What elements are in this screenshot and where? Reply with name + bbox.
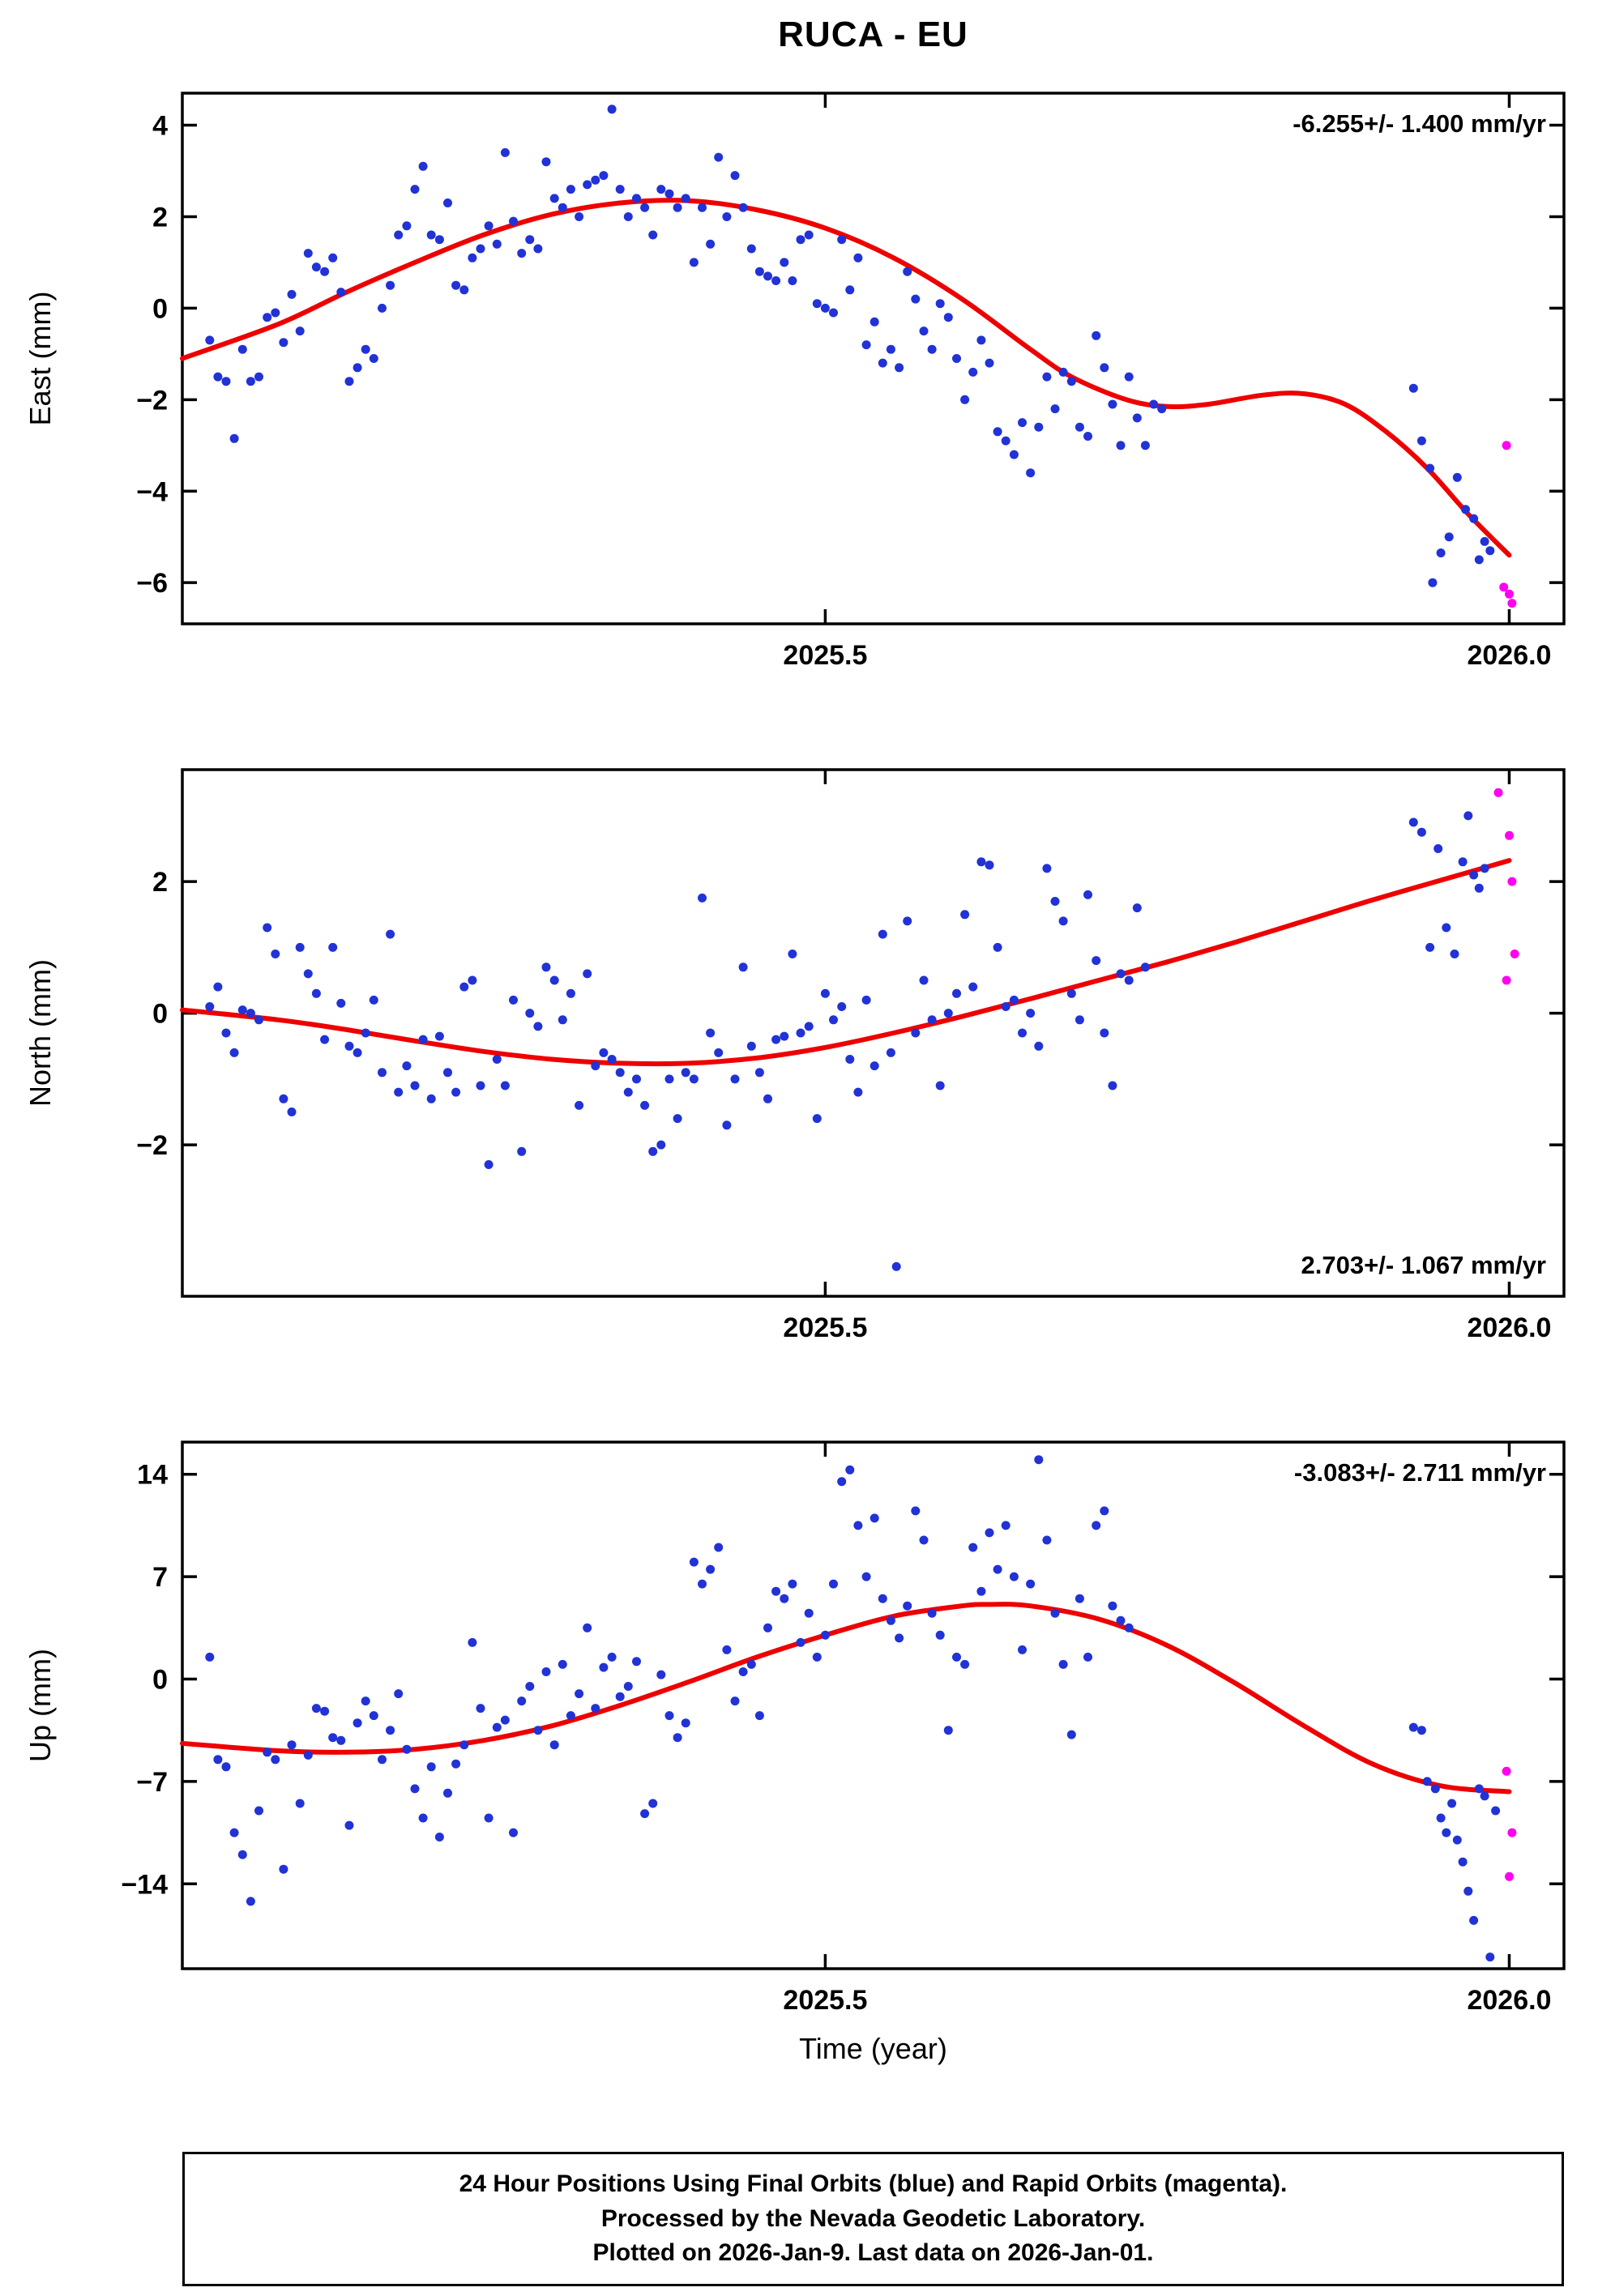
chart-title: RUCA - EU	[778, 15, 968, 54]
up-panel: 14 7 0 −7 −14 2025.5 2026.0 -3.083+/- 2.711 mm/…	[24, 1440, 1566, 2016]
rapid-orbit-points	[1502, 1766, 1517, 1881]
x-tick-label: 2026.0	[1467, 1985, 1551, 2016]
x-tick-label: 2025.5	[783, 1312, 867, 1343]
final-orbit-points	[205, 105, 1495, 587]
x-tick-label: 2025.5	[783, 1985, 867, 2016]
final-orbit-points	[205, 1455, 1501, 1962]
plot-frame	[181, 768, 1566, 1298]
plot-frame	[181, 1440, 1566, 1970]
y-tick-label: 4	[152, 111, 168, 142]
y-tick-label: 0	[152, 293, 168, 324]
fit-curve	[180, 858, 1512, 1067]
y-tick-label: 14	[137, 1460, 168, 1491]
rapid-orbit-points	[1499, 441, 1517, 608]
y-tick-label: −2	[136, 385, 168, 416]
y-tick-label: −2	[136, 1130, 168, 1161]
x-tick-label: 2025.5	[783, 640, 867, 671]
caption-line-2: Processed by the Nevada Geodetic Laborat…	[600, 2204, 1146, 2232]
fit-curve	[180, 1602, 1512, 1795]
axis-ticks	[182, 93, 1564, 624]
final-orbit-points	[205, 811, 1489, 1271]
caption-box: 24 Hour Positions Using Final Orbits (bl…	[182, 2152, 1564, 2286]
rate-annotation: -3.083+/- 2.711 mm/yr	[1294, 1458, 1546, 1487]
y-tick-label: −7	[136, 1767, 168, 1798]
x-tick-label: 2026.0	[1467, 1312, 1551, 1343]
y-tick-label: −14	[121, 1869, 168, 1900]
axis-ticks	[182, 1442, 1564, 1969]
rate-annotation: 2.703+/- 1.067 mm/yr	[1301, 1251, 1546, 1279]
x-axis-label: Time (year)	[799, 2032, 947, 2065]
y-tick-label: −4	[136, 476, 168, 507]
plot-frame	[181, 92, 1566, 625]
caption-line-3: Plotted on 2026-Jan-9. Last data on 2026…	[592, 2239, 1154, 2267]
axis-ticks	[182, 770, 1564, 1296]
y-axis-label: East (mm)	[24, 292, 57, 426]
y-tick-label: 7	[152, 1562, 168, 1593]
north-panel: 2 0 −2 2025.5 2026.0 2.703+/- 1.067 mm/yr Nort…	[24, 768, 1566, 1343]
east-panel: 4 2 0 −2 −4 −6 2025.5 2026.0 -6.255+/- 1.400 mm/…	[24, 92, 1566, 671]
caption-line-1: 24 Hour Positions Using Final Orbits (bl…	[459, 2170, 1288, 2197]
y-tick-label: 0	[152, 999, 168, 1030]
y-tick-label: 0	[152, 1665, 168, 1696]
rapid-orbit-points	[1493, 787, 1519, 985]
x-tick-label: 2026.0	[1467, 640, 1551, 671]
fit-curve	[180, 198, 1512, 558]
y-axis-label: North (mm)	[24, 959, 57, 1107]
y-axis-label: Up (mm)	[24, 1649, 57, 1762]
y-tick-label: −6	[136, 568, 168, 599]
y-tick-label: 2	[152, 202, 168, 233]
y-tick-label: 2	[152, 867, 168, 898]
rate-annotation: -6.255+/- 1.400 mm/yr	[1292, 109, 1546, 138]
